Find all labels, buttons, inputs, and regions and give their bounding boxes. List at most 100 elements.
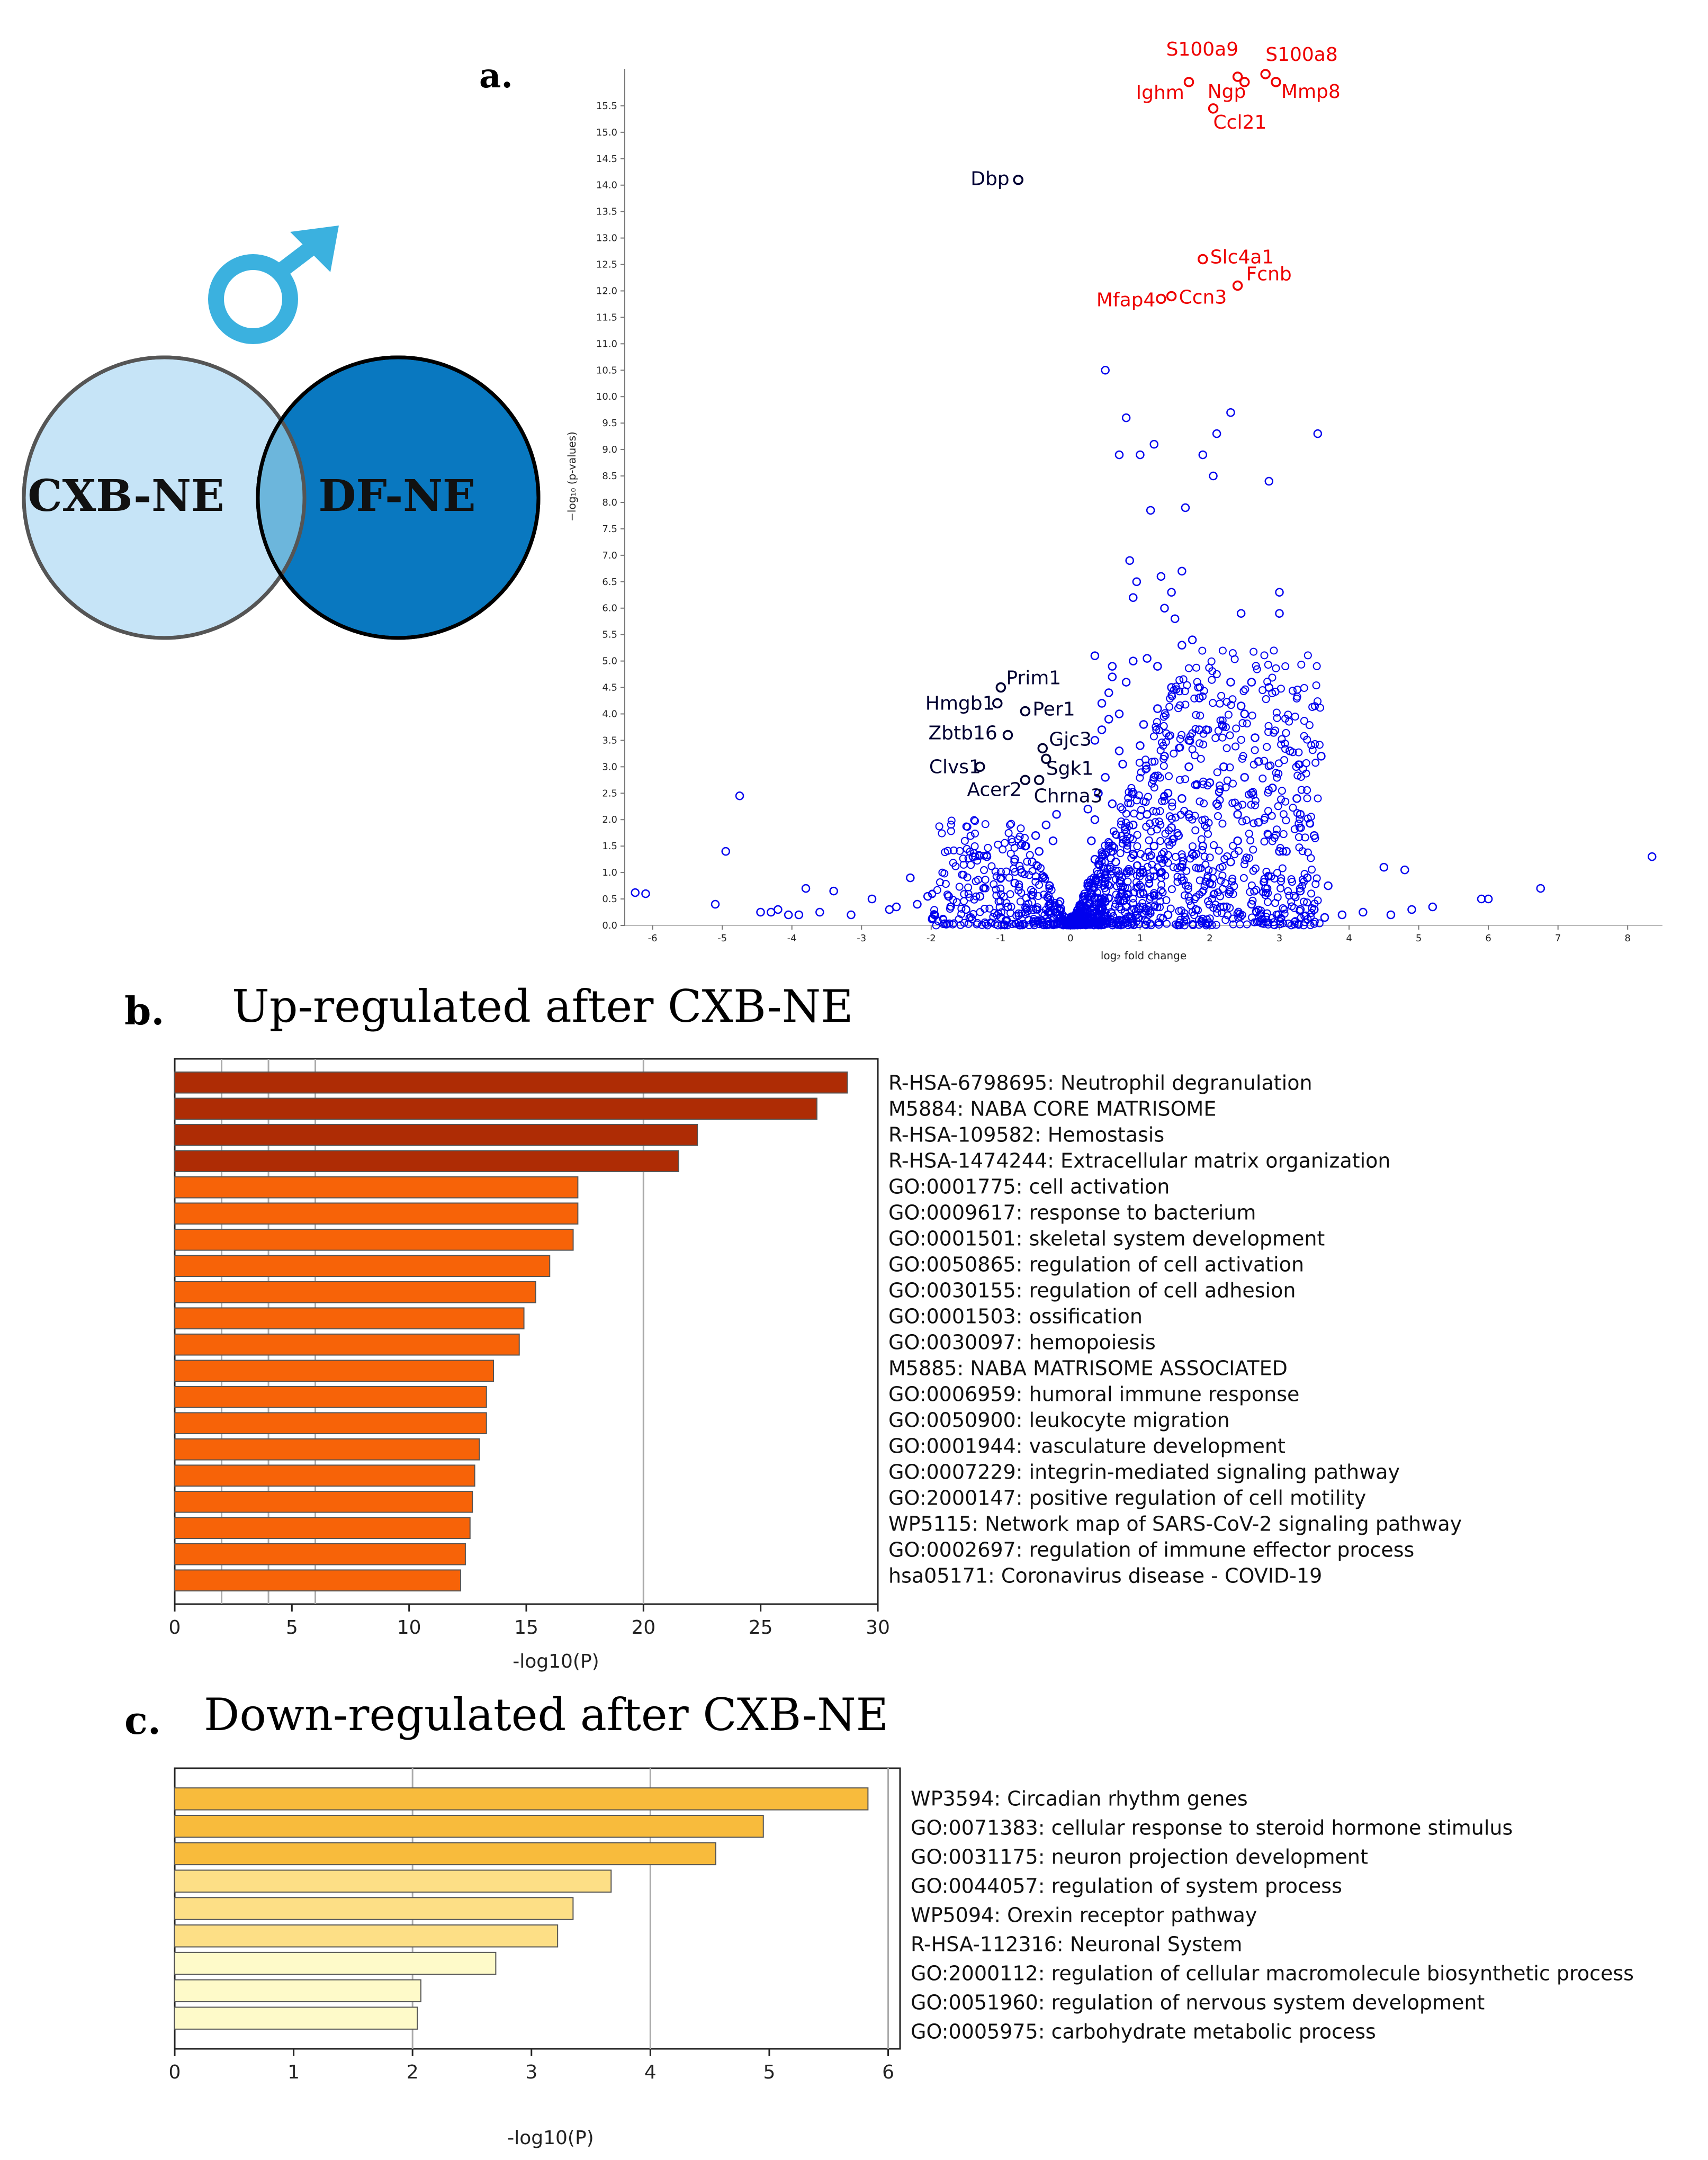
- volcano-point: [1167, 885, 1176, 894]
- volcano-point: [1284, 710, 1292, 719]
- volcano-point: [1083, 878, 1093, 888]
- volcano-point: [1121, 902, 1131, 912]
- down-bar: [174, 2006, 418, 2030]
- volcano-point: [945, 919, 954, 928]
- volcano-point: [1034, 892, 1042, 901]
- up-x-tick-label: 25: [749, 1617, 773, 1639]
- volcano-point: [1041, 905, 1050, 914]
- volcano-point: [1002, 867, 1011, 876]
- venn-left-label: CXB-NE: [28, 471, 224, 521]
- volcano-point: [966, 832, 975, 840]
- volcano-point: [1101, 873, 1110, 883]
- volcano-point: [1264, 683, 1274, 692]
- down-gene-label: Clvs1: [929, 756, 981, 778]
- volcano-point: [1149, 439, 1158, 449]
- volcano-point: [1172, 852, 1180, 861]
- volcano-point: [1080, 893, 1088, 901]
- volcano-point: [1184, 810, 1193, 819]
- volcano-point: [1121, 908, 1129, 916]
- volcano-point: [1263, 830, 1272, 838]
- volcano-point: [1181, 503, 1190, 512]
- volcano-point: [1125, 556, 1134, 565]
- volcano-point: [1152, 723, 1160, 731]
- up-gene-label: Ccl21: [1213, 112, 1267, 133]
- volcano-point: [1121, 678, 1131, 687]
- volcano-point: [1214, 726, 1222, 735]
- volcano-point: [1207, 657, 1216, 665]
- volcano-point: [1201, 877, 1210, 886]
- volcano-point: [1177, 566, 1186, 576]
- volcano-point: [963, 845, 971, 853]
- volcano-y-tick-label: 2.5: [602, 788, 617, 799]
- up-category-label: GO:0001944: vasculature development: [888, 1435, 1286, 1458]
- volcano-point: [1150, 903, 1158, 911]
- volcano-point: [1260, 757, 1269, 765]
- volcano-point: [1035, 847, 1044, 856]
- volcano-point: [1262, 868, 1271, 876]
- volcano-point: [1041, 820, 1051, 830]
- volcano-point: [1132, 577, 1141, 587]
- volcano-point: [1090, 736, 1100, 745]
- volcano-point: [1263, 909, 1271, 917]
- volcano-point: [1088, 917, 1096, 925]
- volcano-point: [1320, 913, 1329, 922]
- up-category-label: R-HSA-109582: Hemostasis: [888, 1123, 1164, 1147]
- volcano-axes: 0.0 0.5 1.0 1.5 2.0 2.5 3.0 3.5 4.0 4.5 5.0 5.5 6.0 6…: [596, 69, 1662, 944]
- volcano-point: [1229, 842, 1237, 850]
- volcano-y-tick-label: 4.0: [602, 708, 617, 719]
- volcano-y-tick-label: 1.0: [602, 867, 617, 878]
- volcano-point: [1145, 836, 1153, 844]
- volcano-point: [1213, 812, 1222, 821]
- volcano-point: [936, 878, 944, 886]
- volcano-point: [1197, 835, 1206, 843]
- volcano-point: [1305, 721, 1314, 730]
- volcano-point: [1227, 701, 1235, 709]
- volcano-point: [1251, 865, 1260, 873]
- volcano-point: [1015, 880, 1023, 889]
- up-x-tick-label: 5: [286, 1617, 298, 1639]
- volcano-point: [1264, 728, 1273, 736]
- volcano-y-tick-label: 13.5: [596, 206, 617, 218]
- volcano-point: [1139, 797, 1148, 806]
- volcano-point: [1204, 866, 1213, 875]
- volcano-point: [1204, 920, 1212, 929]
- down-x-tick-label: 1: [287, 2062, 300, 2083]
- volcano-point: [1224, 710, 1233, 719]
- volcano-point: [1101, 884, 1109, 892]
- volcano-point: [1279, 830, 1288, 839]
- volcano-point: [1193, 781, 1201, 789]
- venn-diagram: CXB-NE DF-NE: [22, 226, 541, 640]
- volcano-point: [1303, 794, 1311, 803]
- venn-right-label: DF-NE: [318, 471, 475, 521]
- volcano-y-tick-label: 15.5: [596, 101, 617, 112]
- volcano-point: [1058, 915, 1067, 923]
- volcano-point: [1484, 894, 1493, 904]
- volcano-point: [1007, 903, 1015, 911]
- down-x-tick-label: 2: [407, 2062, 419, 2083]
- volcano-point: [1173, 864, 1182, 872]
- volcano-point: [1263, 678, 1272, 686]
- down-category-label: R-HSA-112316: Neuronal System: [911, 1933, 1242, 1956]
- volcano-point: [711, 899, 720, 909]
- up-bar: [174, 1569, 462, 1592]
- volcano-point: [1141, 921, 1150, 929]
- volcano-point: [1085, 899, 1093, 907]
- volcano-point: [1146, 920, 1155, 928]
- volcano-point: [1216, 892, 1224, 901]
- volcano-point: [1212, 921, 1220, 929]
- volcano-point: [1290, 920, 1299, 929]
- volcano-point: [1291, 893, 1300, 902]
- volcano-point: [1270, 875, 1279, 883]
- volcano-point: [1101, 773, 1110, 782]
- volcano-point: [1310, 905, 1319, 914]
- volcano-point: [1312, 681, 1320, 690]
- volcano-plot: 0.0 0.5 1.0 1.5 2.0 2.5 3.0 3.5 4.0 4.5 5.0 5.5 6.0 6…: [565, 39, 1662, 962]
- up-bar: [174, 1543, 466, 1565]
- volcano-point: [1118, 805, 1127, 814]
- volcano-point: [1184, 664, 1193, 672]
- volcano-point: [1175, 907, 1183, 915]
- volcano-x-tick-label: 3: [1276, 933, 1282, 944]
- volcano-point: [1274, 802, 1282, 811]
- volcano-point: [1251, 746, 1259, 754]
- volcano-x-tick-label: 4: [1346, 933, 1352, 944]
